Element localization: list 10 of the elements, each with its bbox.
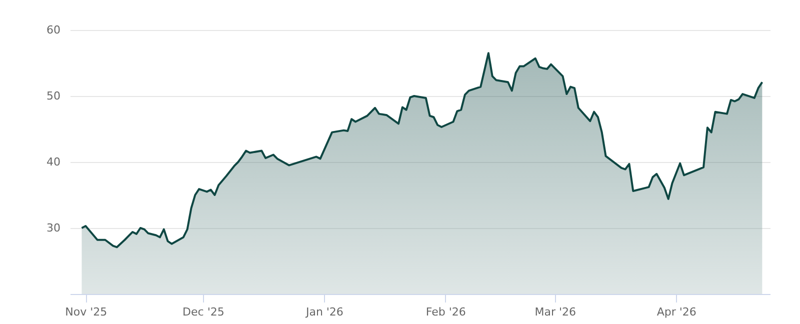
x-tick-label: Jan '26 bbox=[304, 306, 344, 318]
x-tick-label: Feb '26 bbox=[426, 306, 466, 318]
y-tick-label: 40 bbox=[46, 156, 60, 168]
x-tick-label: Apr '26 bbox=[656, 306, 696, 318]
y-tick-label: 50 bbox=[46, 90, 60, 102]
x-tick-label: Nov '25 bbox=[65, 306, 108, 318]
y-tick-label: 30 bbox=[46, 222, 60, 234]
y-tick-label: 60 bbox=[46, 24, 60, 36]
x-tick-label: Mar '26 bbox=[534, 306, 576, 318]
x-tick-label: Dec '25 bbox=[182, 306, 224, 318]
